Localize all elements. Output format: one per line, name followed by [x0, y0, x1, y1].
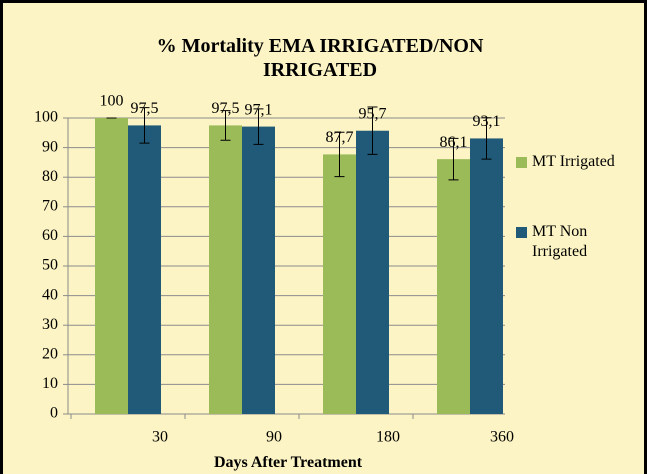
error-bar — [481, 117, 492, 160]
data-label: 97,5 — [212, 100, 240, 117]
data-label: 97,5 — [131, 100, 159, 117]
chart-title: % Mortality EMA IRRIGATED/NON IRRIGATED — [156, 35, 484, 81]
legend-label: MT Non Irrigated — [532, 223, 588, 260]
y-tick-label: 80 — [42, 168, 58, 185]
x-tick-label: 360 — [490, 429, 514, 446]
error-bar — [253, 108, 264, 145]
error-bar — [139, 107, 150, 144]
bar — [437, 159, 470, 414]
x-tick-label: 90 — [266, 429, 282, 446]
data-label: 87,7 — [326, 129, 354, 146]
legend-label: MT Irrigated — [532, 153, 615, 170]
error-bar — [367, 106, 378, 155]
y-tick-label: 40 — [42, 286, 58, 303]
data-label: 95,7 — [359, 105, 387, 122]
error-bar — [220, 110, 231, 141]
data-label: 97,1 — [245, 101, 273, 118]
x-tick-label: 30 — [152, 429, 168, 446]
y-tick-label: 50 — [42, 257, 58, 274]
legend-swatch — [516, 227, 527, 238]
bar — [209, 125, 242, 415]
data-label: 86,1 — [440, 134, 468, 151]
error-bar — [448, 137, 459, 181]
y-tick-label: 90 — [42, 138, 58, 155]
bar — [128, 125, 161, 415]
y-tick-label: 60 — [42, 227, 58, 244]
y-tick-label: 20 — [42, 345, 58, 362]
data-label: 100 — [100, 93, 124, 110]
y-tick-label: 100 — [34, 109, 58, 126]
y-tick-label: 30 — [42, 316, 58, 333]
y-tick-label: 10 — [42, 375, 58, 392]
y-tick-label: 0 — [50, 405, 58, 422]
error-bar — [334, 131, 345, 178]
bar — [323, 154, 356, 414]
x-axis-label: Days After Treatment — [213, 454, 363, 471]
data-label: 93,1 — [473, 113, 501, 130]
bar — [242, 126, 275, 415]
bar — [95, 118, 128, 414]
y-tick-label: 70 — [42, 197, 58, 214]
x-tick-label: 180 — [376, 429, 400, 446]
bar — [356, 130, 389, 414]
bar — [470, 138, 503, 414]
legend-swatch — [516, 157, 527, 168]
